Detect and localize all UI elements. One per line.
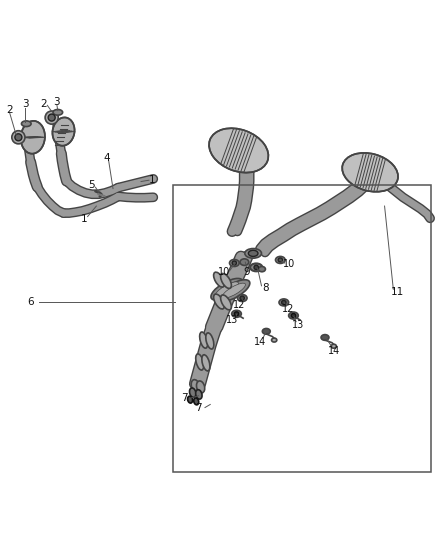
Text: 13: 13 xyxy=(226,316,238,325)
Ellipse shape xyxy=(331,344,336,348)
Text: 2: 2 xyxy=(40,99,47,109)
Ellipse shape xyxy=(240,296,244,300)
Text: 3: 3 xyxy=(53,97,60,107)
Ellipse shape xyxy=(278,258,283,262)
Text: 4: 4 xyxy=(103,153,110,163)
Text: 12: 12 xyxy=(282,304,294,314)
Ellipse shape xyxy=(48,114,55,121)
Ellipse shape xyxy=(191,379,199,392)
Text: 7: 7 xyxy=(180,393,187,403)
Text: 14: 14 xyxy=(328,345,340,356)
Ellipse shape xyxy=(21,121,31,126)
Ellipse shape xyxy=(321,335,329,340)
Ellipse shape xyxy=(291,313,296,318)
Ellipse shape xyxy=(245,248,261,258)
Ellipse shape xyxy=(248,251,258,256)
Ellipse shape xyxy=(196,390,202,399)
Ellipse shape xyxy=(279,299,289,306)
Ellipse shape xyxy=(230,260,239,266)
Ellipse shape xyxy=(15,134,22,141)
Ellipse shape xyxy=(237,295,247,302)
Ellipse shape xyxy=(45,111,58,124)
Text: 10: 10 xyxy=(283,260,295,269)
Text: 1: 1 xyxy=(149,175,156,185)
Ellipse shape xyxy=(194,398,199,405)
Ellipse shape xyxy=(254,265,258,270)
Ellipse shape xyxy=(234,312,239,316)
Ellipse shape xyxy=(214,294,224,309)
Ellipse shape xyxy=(342,153,398,192)
Ellipse shape xyxy=(53,109,63,115)
Ellipse shape xyxy=(190,388,196,398)
Ellipse shape xyxy=(272,338,277,342)
Text: 8: 8 xyxy=(262,282,269,293)
Text: 13: 13 xyxy=(292,320,304,330)
Text: 12: 12 xyxy=(233,300,246,310)
Ellipse shape xyxy=(221,295,231,310)
Text: 6: 6 xyxy=(27,296,34,306)
Text: 11: 11 xyxy=(391,287,404,297)
Ellipse shape xyxy=(276,256,285,263)
Ellipse shape xyxy=(250,263,262,271)
Ellipse shape xyxy=(232,310,241,317)
Ellipse shape xyxy=(223,283,245,298)
Ellipse shape xyxy=(232,261,237,265)
Text: 3: 3 xyxy=(22,100,29,109)
Ellipse shape xyxy=(282,301,286,304)
Ellipse shape xyxy=(21,121,45,154)
Ellipse shape xyxy=(206,333,214,349)
Ellipse shape xyxy=(218,280,250,302)
Ellipse shape xyxy=(221,273,231,288)
Ellipse shape xyxy=(197,381,205,393)
Text: 9: 9 xyxy=(243,267,250,277)
Bar xyxy=(173,185,431,472)
Ellipse shape xyxy=(211,278,243,300)
Ellipse shape xyxy=(202,355,210,371)
Text: 10: 10 xyxy=(218,267,230,277)
Ellipse shape xyxy=(289,312,298,319)
Text: 14: 14 xyxy=(254,337,266,347)
Ellipse shape xyxy=(214,272,224,287)
Ellipse shape xyxy=(215,282,238,297)
Ellipse shape xyxy=(262,328,270,334)
Text: 5: 5 xyxy=(88,181,95,190)
Ellipse shape xyxy=(196,354,204,370)
Ellipse shape xyxy=(200,332,208,348)
Ellipse shape xyxy=(209,128,268,173)
Ellipse shape xyxy=(258,266,265,272)
Ellipse shape xyxy=(187,396,193,403)
Text: 1: 1 xyxy=(81,214,88,224)
Text: 7: 7 xyxy=(195,402,202,413)
Text: 2: 2 xyxy=(6,104,13,115)
Ellipse shape xyxy=(53,117,74,146)
Ellipse shape xyxy=(240,259,249,265)
Ellipse shape xyxy=(12,131,25,144)
